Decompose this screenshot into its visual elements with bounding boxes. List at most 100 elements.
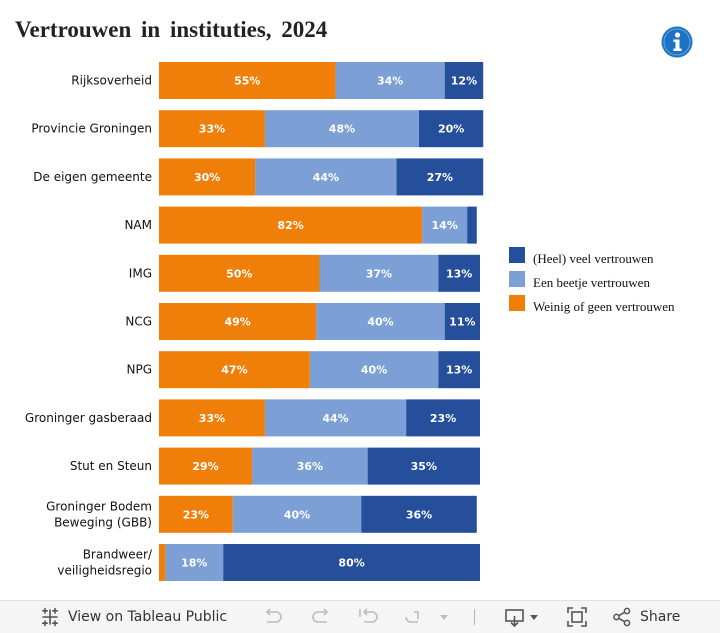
- bar-segment[interactable]: [316, 303, 445, 340]
- share-label: Share: [640, 609, 681, 625]
- bar-segment[interactable]: [406, 399, 480, 437]
- bar-segment[interactable]: [335, 62, 445, 99]
- bar-segment[interactable]: [232, 495, 362, 533]
- tableau-toolbar: View on Tableau Public: [0, 600, 720, 633]
- data-label: 47%: [221, 364, 247, 377]
- bar-segment[interactable]: [159, 254, 320, 292]
- data-label: 30%: [194, 171, 220, 184]
- refresh-button[interactable]: [402, 601, 424, 633]
- revert-icon: [359, 608, 378, 623]
- revert-button[interactable]: [357, 601, 381, 633]
- chart-title: Vertrouwen in instituties, 2024: [15, 17, 328, 42]
- bar-segment[interactable]: [159, 303, 317, 340]
- download-icon: [505, 609, 538, 627]
- bar-segment[interactable]: [309, 351, 439, 389]
- bar-segment[interactable]: [159, 544, 166, 581]
- category-label: Groninger Bodem Beweging (GBB): [46, 499, 152, 529]
- legend-swatch: [509, 295, 525, 311]
- data-label: 36%: [297, 460, 323, 473]
- view-on-tableau-button[interactable]: View on Tableau Public: [40, 601, 227, 633]
- bar-segment[interactable]: [255, 158, 397, 196]
- fullscreen-button[interactable]: [566, 601, 588, 633]
- data-label: 14%: [432, 219, 458, 232]
- category-label: IMG: [129, 266, 152, 280]
- bar-segment[interactable]: [367, 447, 480, 485]
- legend-swatch: [509, 247, 525, 263]
- legend-swatch: [509, 271, 525, 287]
- data-label: 36%: [406, 508, 432, 521]
- bar-segment[interactable]: [444, 62, 484, 99]
- bar-segment[interactable]: [264, 399, 407, 437]
- category-label: Brandweer/veiligheidsregio: [57, 548, 153, 578]
- legend: (Heel) veel vertrouwen Een beetje vertro…: [509, 246, 675, 318]
- pause-dropdown-button[interactable]: [438, 601, 450, 633]
- bar-segment[interactable]: [165, 544, 224, 581]
- category-label: Rijksoverheid: [71, 74, 152, 88]
- undo-icon: [265, 608, 282, 623]
- stacked-bar-chart: Rijksoverheid 55% 34% 12% Provincie Groninge…: [25, 62, 484, 581]
- view-on-tableau-label: View on Tableau Public: [68, 609, 228, 625]
- data-label: 27%: [427, 171, 453, 184]
- legend-label: Een beetje vertrouwen: [533, 275, 650, 290]
- bar-segment[interactable]: [438, 351, 480, 389]
- redo-icon: [312, 608, 329, 623]
- bar-segment[interactable]: [159, 447, 253, 485]
- data-label: 40%: [284, 508, 310, 521]
- bar-segment[interactable]: [264, 110, 420, 148]
- legend-item-weinig[interactable]: Weinig of geen vertrouwen: [509, 294, 675, 318]
- legend-label: Weinig of geen vertrouwen: [533, 299, 675, 314]
- bar-segment[interactable]: [159, 399, 265, 437]
- info-button[interactable]: [661, 26, 693, 58]
- category-label: Stut en Steun: [70, 459, 152, 473]
- category-label: De eigen gemeente: [33, 170, 152, 184]
- data-label: 80%: [338, 557, 364, 570]
- data-label: 18%: [181, 557, 207, 570]
- category-label: Groninger gasberaad: [25, 411, 152, 425]
- data-label: 20%: [438, 123, 464, 136]
- bar-segment[interactable]: [159, 110, 265, 148]
- data-label: 35%: [411, 460, 437, 473]
- bar-segment[interactable]: [467, 206, 477, 244]
- data-label: 13%: [446, 267, 472, 280]
- data-label: 13%: [446, 364, 472, 377]
- bar-segment[interactable]: [159, 158, 256, 196]
- bar-segment[interactable]: [159, 62, 336, 99]
- data-label: 82%: [277, 219, 303, 232]
- data-label: 33%: [199, 123, 225, 136]
- bar-segment[interactable]: [396, 158, 484, 196]
- bar-segment[interactable]: [223, 544, 480, 581]
- tableau-logo-icon: [41, 607, 59, 627]
- bar-segment[interactable]: [444, 303, 480, 340]
- bar-segment[interactable]: [419, 110, 484, 148]
- data-label: 44%: [322, 412, 348, 425]
- bar-segment[interactable]: [319, 254, 439, 292]
- category-label: NPG: [126, 363, 152, 377]
- toolbar-divider: [474, 609, 475, 625]
- data-label: 40%: [361, 364, 387, 377]
- pause-dropdown-icon: [440, 615, 448, 620]
- bar-segment[interactable]: [159, 206, 423, 244]
- data-label: 33%: [199, 412, 225, 425]
- data-label: 40%: [367, 316, 393, 329]
- bar-segment[interactable]: [159, 351, 310, 389]
- share-button[interactable]: Share: [612, 601, 680, 633]
- info-icon: [661, 26, 693, 58]
- bar-segment[interactable]: [422, 206, 468, 244]
- undo-button[interactable]: [262, 601, 284, 633]
- bar-segment[interactable]: [159, 495, 233, 533]
- redo-button[interactable]: [310, 601, 332, 633]
- data-label: 23%: [430, 412, 456, 425]
- bar-segment[interactable]: [361, 495, 477, 533]
- bar-segment[interactable]: [438, 254, 480, 292]
- category-label: NAM: [124, 218, 152, 232]
- data-label: 23%: [183, 508, 209, 521]
- legend-item-beetje[interactable]: Een beetje vertrouwen: [509, 270, 675, 294]
- fullscreen-icon: [567, 607, 587, 627]
- bar-segment[interactable]: [252, 447, 368, 485]
- data-label: 55%: [234, 75, 260, 88]
- data-label: 29%: [192, 460, 218, 473]
- download-button[interactable]: [504, 601, 540, 633]
- data-label: 49%: [224, 316, 250, 329]
- legend-item-veel[interactable]: (Heel) veel vertrouwen: [509, 246, 675, 270]
- data-label: 37%: [366, 267, 392, 280]
